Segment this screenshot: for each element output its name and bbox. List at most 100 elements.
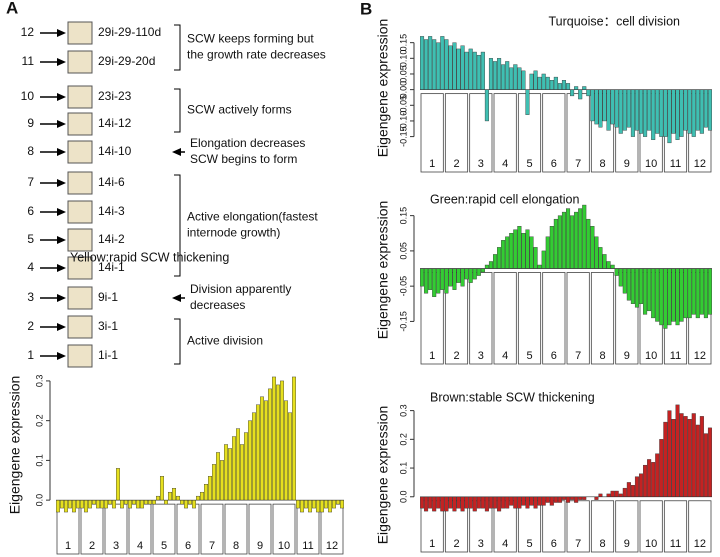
annotation: SCW keeps forming but [187, 32, 314, 46]
y-tick-label: -0.15 [398, 311, 408, 332]
group-label: 11 [302, 540, 313, 552]
bar [545, 496, 550, 503]
bar [340, 499, 345, 509]
group-label: 7 [209, 540, 215, 552]
y-tick-label: 0.15 [398, 34, 408, 52]
bar [444, 496, 449, 512]
group-label: 12 [694, 350, 706, 362]
arrow-head [57, 120, 66, 128]
stage-code: 14i-6 [98, 175, 125, 189]
bar [679, 413, 684, 497]
group-label: 3 [113, 540, 119, 552]
y-tick-label: -0.15 [398, 126, 408, 147]
bar [424, 496, 429, 512]
bar [578, 208, 583, 269]
bar [594, 236, 599, 269]
arrow-head [57, 93, 66, 101]
bar [643, 464, 648, 497]
group-box [420, 272, 444, 365]
bar [647, 89, 652, 131]
stage-code: 23i-23 [98, 89, 132, 103]
bar [553, 76, 558, 90]
stage-box [67, 50, 93, 74]
group-box [493, 93, 517, 173]
y-tick-label: 0.05 [398, 242, 408, 260]
bar [488, 261, 493, 269]
group-label: 5 [526, 538, 532, 550]
bar [476, 268, 481, 276]
group-label: 8 [599, 158, 605, 170]
group-box [444, 272, 469, 365]
group-box [493, 500, 517, 553]
group-label: 5 [161, 540, 167, 552]
bar [320, 499, 325, 513]
bar [549, 496, 554, 506]
bar [432, 496, 437, 512]
bar [566, 83, 571, 90]
bar [525, 229, 530, 269]
bar [622, 89, 627, 131]
bar [586, 218, 591, 269]
bar [630, 268, 635, 304]
group-label: 11 [670, 350, 681, 362]
bar [513, 496, 518, 509]
bar [107, 499, 112, 505]
bar [671, 419, 676, 497]
bar [219, 460, 224, 501]
y-tick-label: -0.05 [398, 276, 408, 297]
group-box [639, 500, 663, 553]
bar [440, 496, 445, 512]
group-label: 8 [233, 540, 239, 552]
bar [444, 268, 449, 294]
chart-title: Green:rapid cell elongation [430, 192, 579, 206]
bar [618, 89, 623, 134]
bar [480, 51, 485, 90]
bar [598, 89, 603, 128]
bar [634, 89, 639, 131]
bar [675, 268, 680, 326]
group-label: 4 [502, 158, 508, 170]
group-label: 5 [526, 158, 532, 170]
arrow-head [57, 236, 66, 244]
bar [468, 496, 473, 509]
arrow-head [57, 148, 66, 156]
bar [460, 45, 465, 90]
bar [247, 420, 252, 501]
bar [440, 36, 445, 90]
bar [332, 499, 337, 509]
bar [614, 89, 619, 128]
bar [553, 496, 558, 503]
bar [163, 499, 168, 505]
annotation: SCW actively forms [187, 103, 292, 117]
bar [448, 45, 453, 90]
bar [497, 58, 502, 90]
bar [574, 496, 579, 503]
stage-number: 1 [27, 348, 34, 362]
group-label: 10 [645, 158, 657, 170]
bar [448, 268, 453, 287]
bar [594, 89, 599, 125]
bar [484, 89, 489, 122]
group-box [248, 503, 272, 555]
bar [557, 83, 562, 90]
stage-number: 9 [27, 116, 34, 130]
bar [553, 218, 558, 269]
bar [316, 499, 321, 513]
bar [699, 89, 704, 134]
group-label: 10 [278, 540, 290, 552]
bar [521, 233, 526, 269]
bar [501, 64, 506, 90]
bar [630, 485, 635, 497]
bar [545, 236, 550, 269]
bar [529, 236, 534, 269]
y-tick-label: 0.00 [398, 81, 408, 99]
bar [687, 89, 692, 134]
bar [436, 42, 441, 90]
bar [199, 491, 204, 501]
bar [211, 464, 216, 501]
bar [561, 211, 566, 269]
bar [159, 476, 164, 501]
annotation: Division apparently [190, 282, 291, 296]
group-label: 1 [429, 158, 435, 170]
group-label: 8 [599, 350, 605, 362]
